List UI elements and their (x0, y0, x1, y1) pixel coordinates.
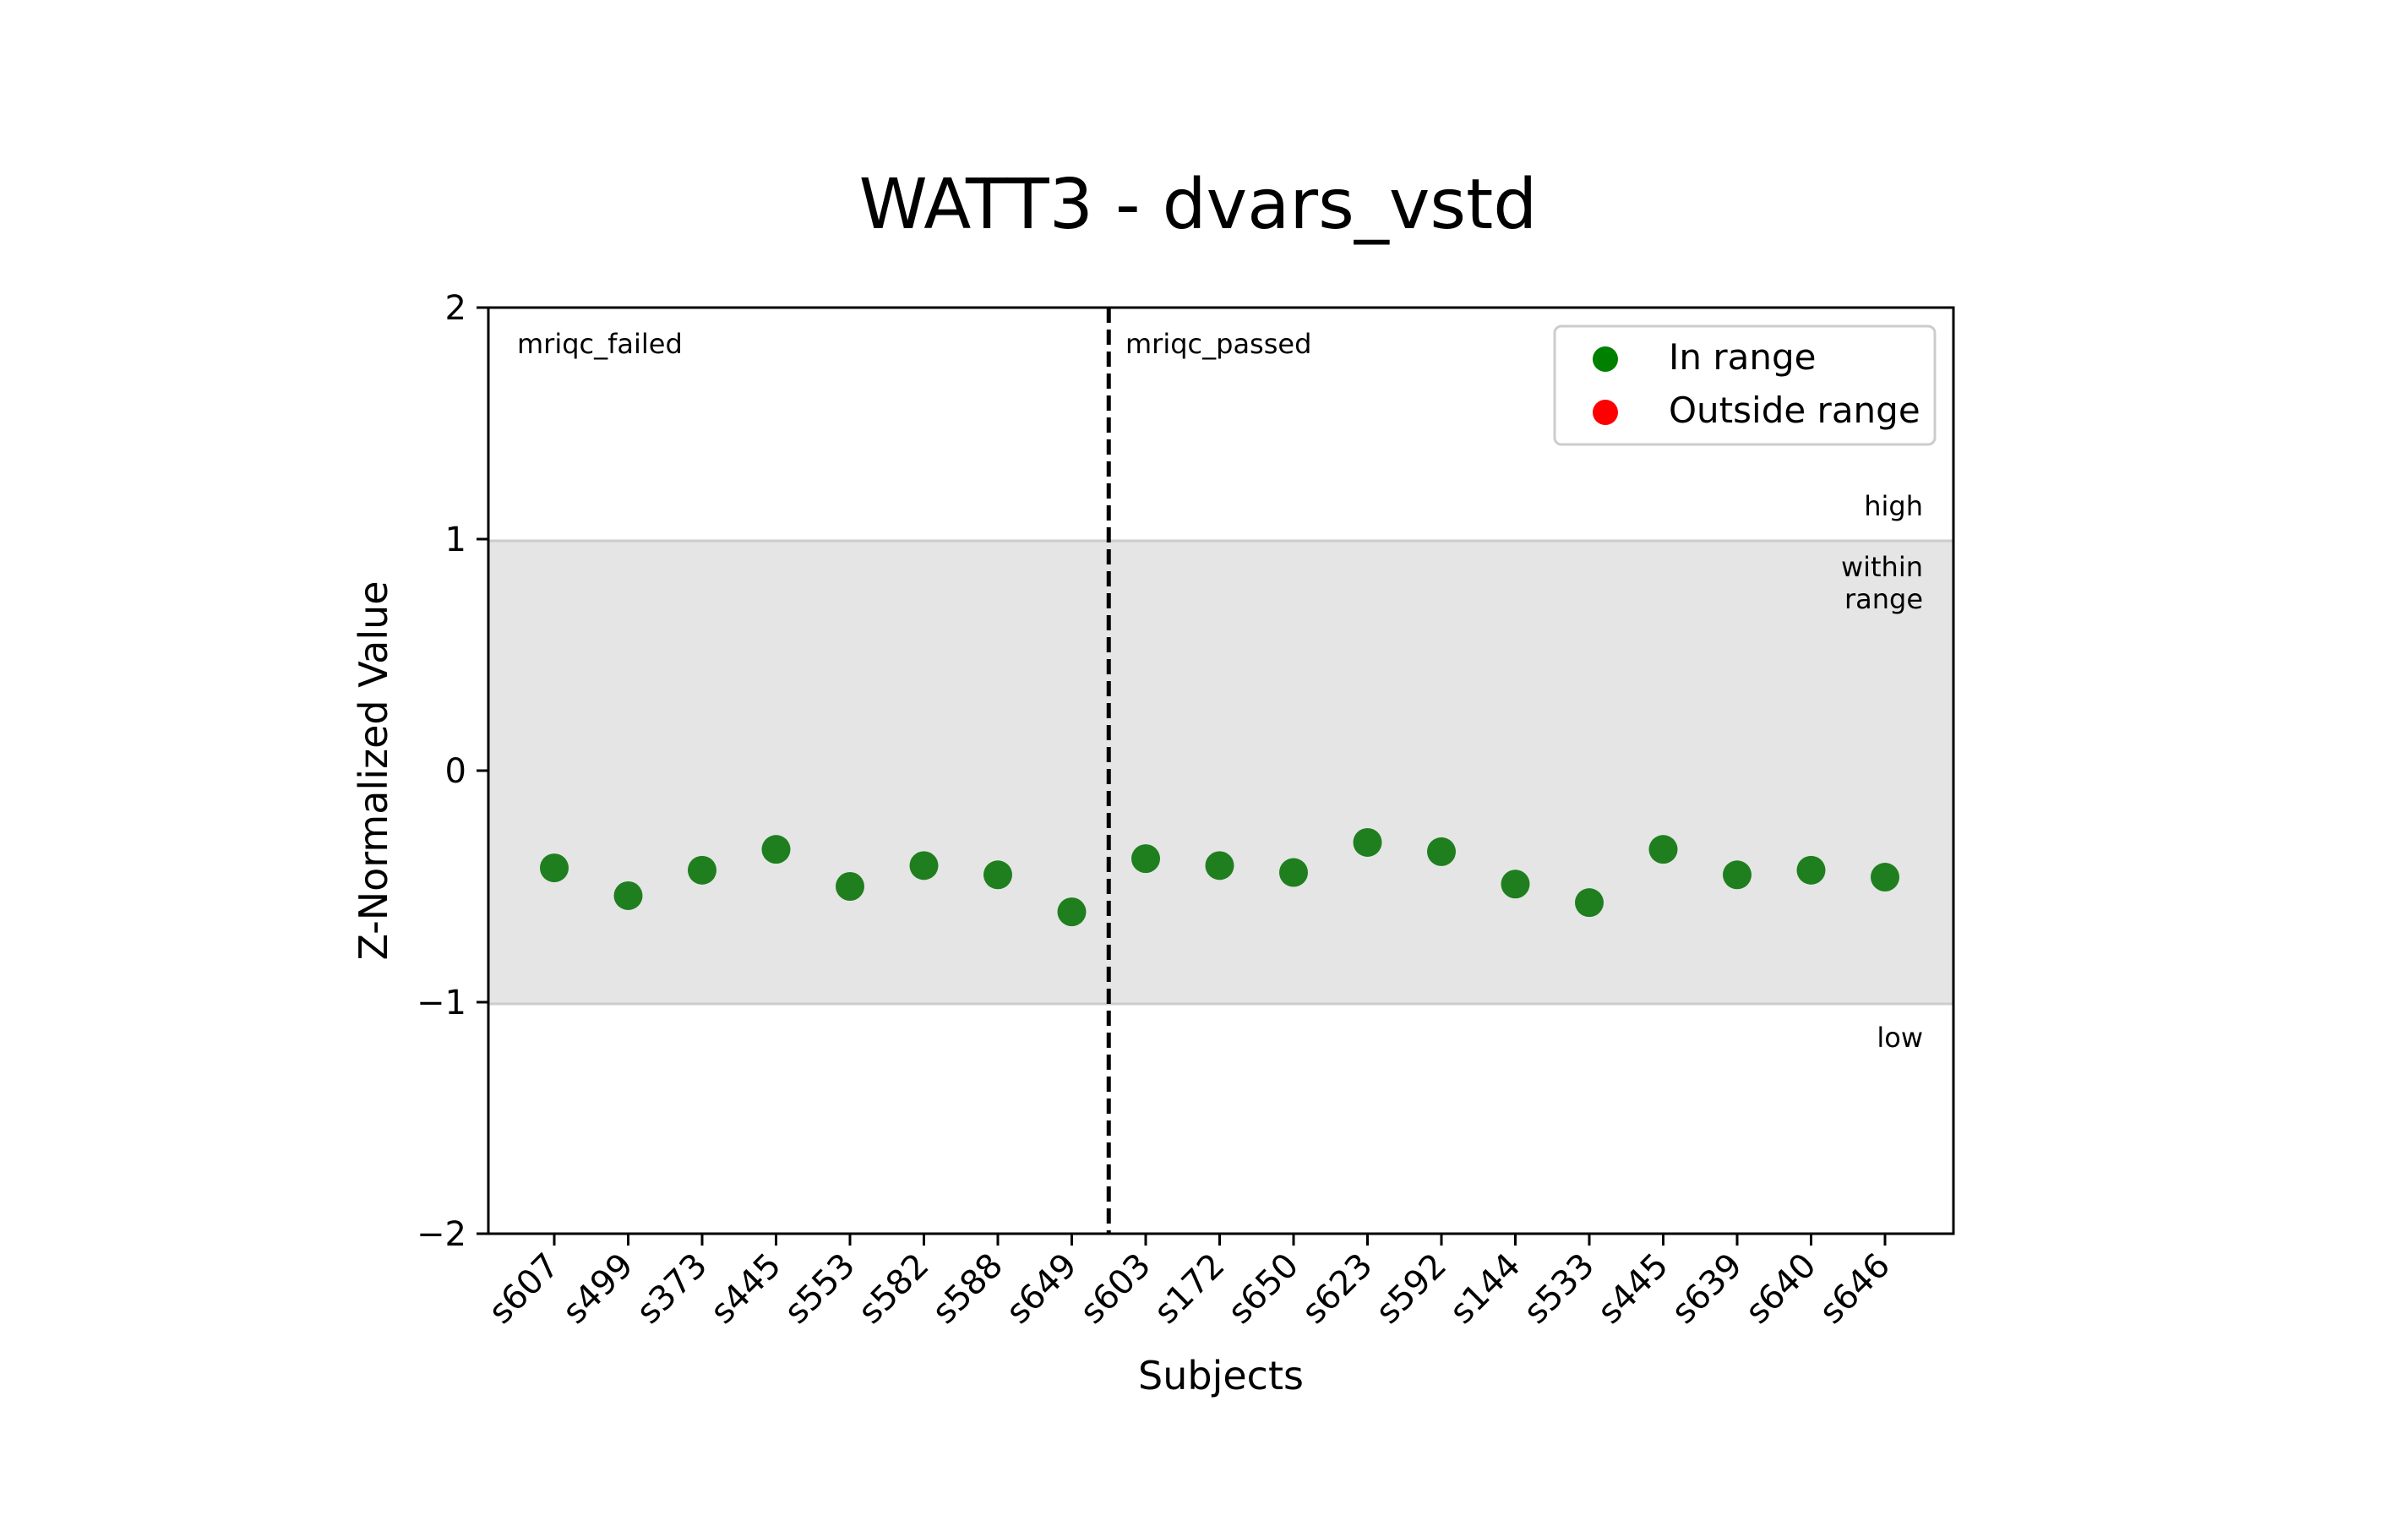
x-tick-label: s607 (482, 1246, 567, 1332)
band-label-high: high (1864, 490, 1923, 522)
data-point (540, 853, 569, 883)
data-point (1796, 855, 1826, 885)
data-point (613, 880, 643, 910)
x-tick-label: s649 (999, 1246, 1084, 1332)
x-tick-label: s592 (1369, 1246, 1454, 1332)
y-axis-label: Z-Normalized Value (351, 581, 396, 960)
data-point (836, 872, 864, 901)
x-tick-label: s650 (1221, 1246, 1306, 1332)
chart-title: WATT3 - dvars_vstd (859, 165, 1538, 245)
x-axis-label: Subjects (1138, 1353, 1304, 1398)
y-tick-label: −1 (417, 984, 466, 1022)
x-tick-label: s144 (1442, 1246, 1528, 1332)
x-axis-ticks: s607s499s373s445s553s582s588s649s603s172… (482, 1234, 1898, 1332)
data-point (688, 855, 716, 885)
data-point (1575, 888, 1604, 918)
x-tick-label: s623 (1294, 1246, 1380, 1332)
x-tick-label: s553 (777, 1246, 863, 1332)
data-point (1501, 870, 1530, 899)
data-point (909, 851, 939, 880)
x-tick-label: s172 (1147, 1246, 1232, 1332)
y-tick-label: 0 (445, 752, 466, 791)
x-tick-label: s603 (1073, 1246, 1158, 1332)
plot-frame (487, 306, 1955, 1235)
x-tick-label: s445 (1590, 1246, 1675, 1332)
within-range-band (488, 541, 1953, 1004)
legend-label-outside-range: Outside range (1669, 390, 1920, 431)
data-point (1353, 827, 1382, 857)
legend-label-in-range: In range (1669, 336, 1816, 378)
data-points (540, 827, 1899, 927)
x-tick-label: s533 (1517, 1246, 1602, 1332)
y-tick-label: 2 (445, 289, 466, 328)
x-tick-label: s639 (1664, 1246, 1750, 1332)
x-tick-label: s373 (629, 1246, 715, 1332)
legend-marker-in-range (1593, 346, 1618, 372)
data-point (1057, 897, 1087, 927)
data-point (761, 835, 791, 864)
data-point (1723, 860, 1752, 890)
x-tick-label: s646 (1812, 1246, 1898, 1332)
band-label-range: range (1844, 583, 1923, 615)
x-tick-label: s499 (555, 1246, 640, 1332)
data-point (1205, 851, 1234, 880)
group-label-passed: mriqc_passed (1125, 328, 1311, 360)
x-tick-label: s582 (851, 1246, 936, 1332)
band-label-low: low (1877, 1022, 1923, 1054)
y-tick-label: −2 (417, 1215, 466, 1254)
y-tick-label: 1 (445, 521, 466, 559)
legend-marker-outside-range (1593, 400, 1618, 425)
legend-box (1553, 324, 1937, 446)
x-tick-label: s445 (703, 1246, 788, 1332)
data-point (1871, 863, 1899, 892)
x-tick-label: s588 (925, 1246, 1011, 1332)
data-point (1427, 837, 1456, 866)
legend: In range Outside range (1553, 324, 1937, 446)
x-tick-label: s640 (1738, 1246, 1823, 1332)
band-label-within: within (1841, 551, 1923, 583)
data-point (1131, 844, 1160, 874)
group-label-failed: mriqc_failed (517, 328, 683, 360)
data-point (1279, 858, 1308, 887)
data-point (983, 860, 1012, 890)
data-point (1648, 835, 1678, 864)
y-axis-ticks: 2 1 0 −1 −2 (417, 289, 488, 1254)
